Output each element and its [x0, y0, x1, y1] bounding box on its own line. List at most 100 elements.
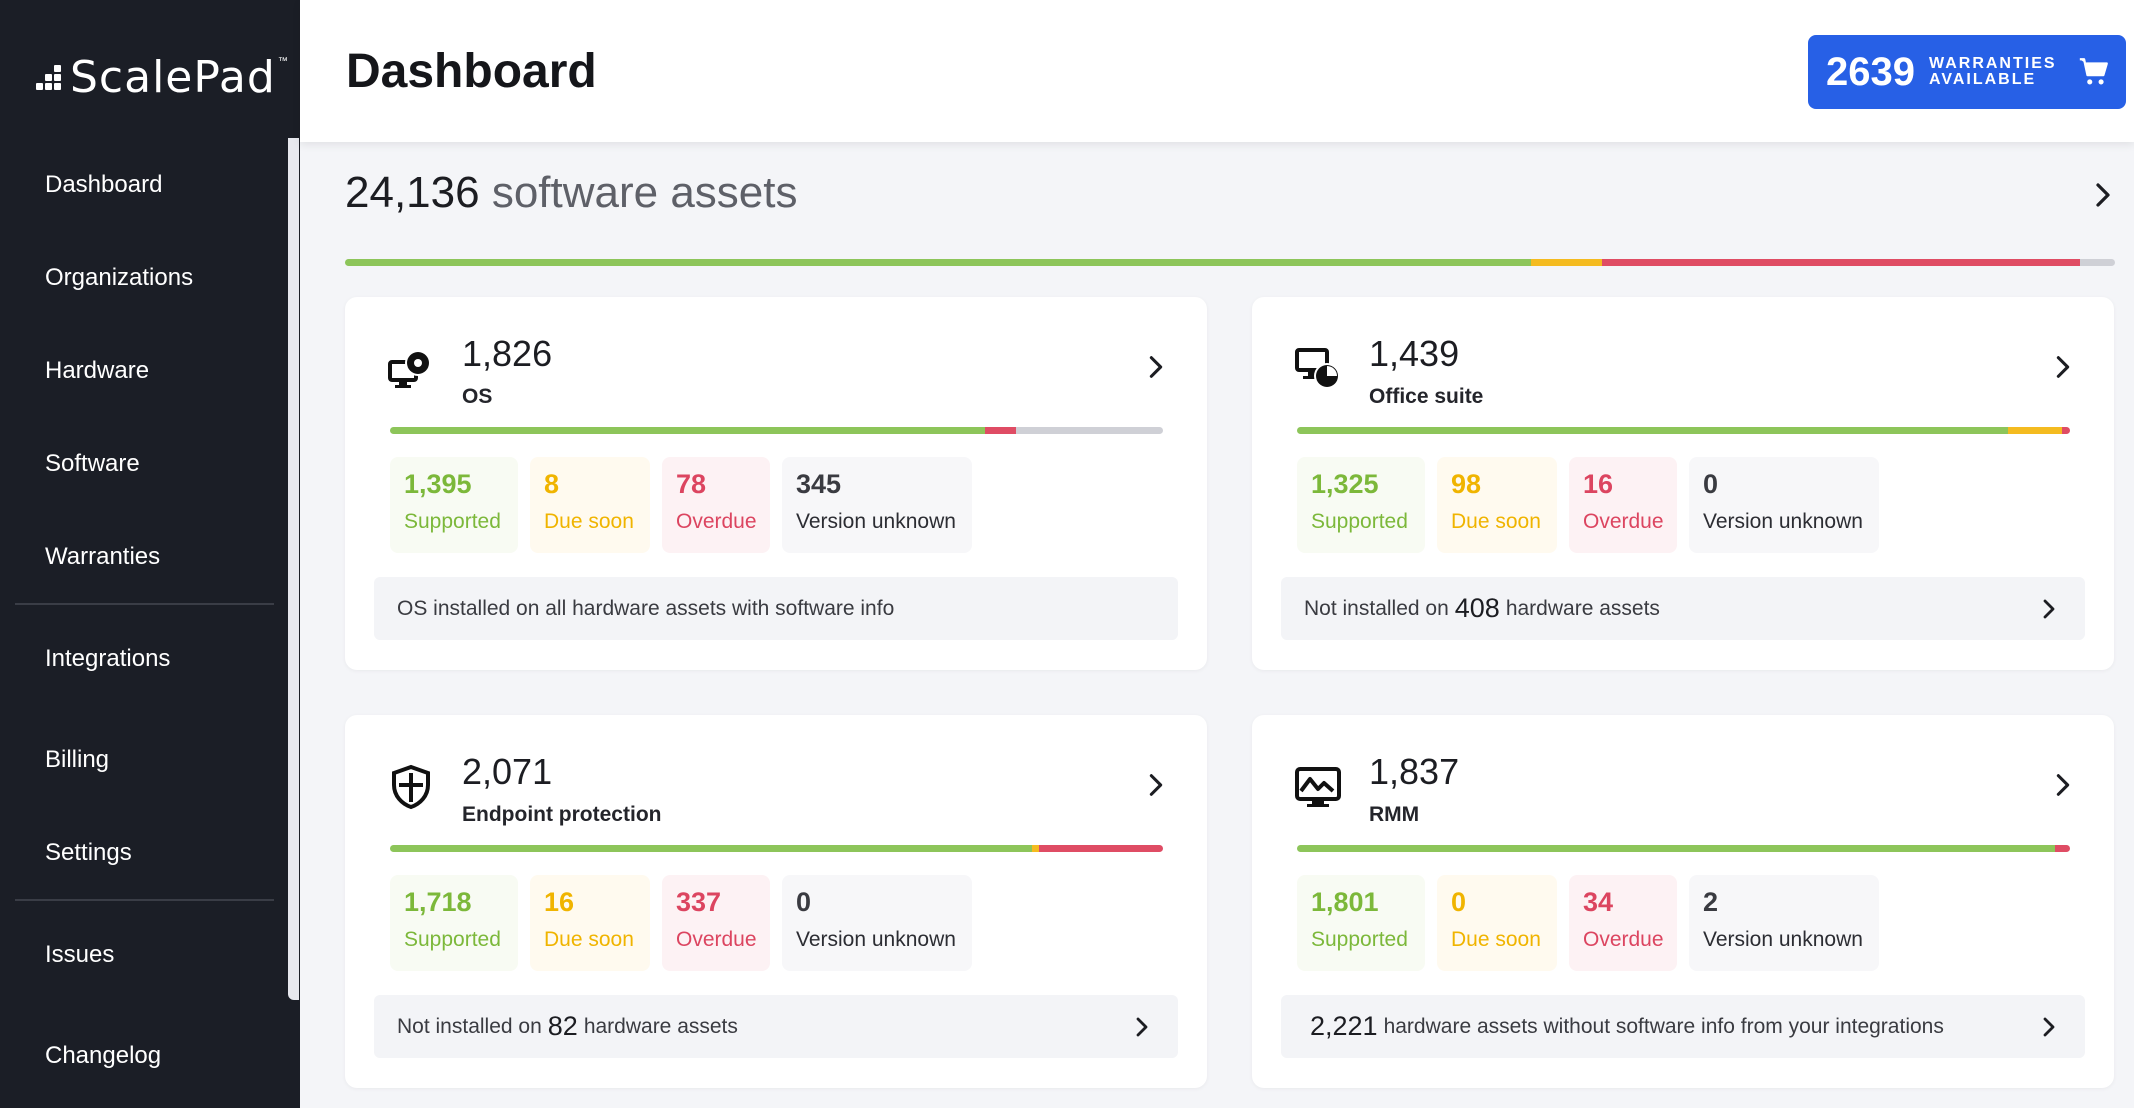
due-soon-count: 16	[544, 887, 575, 917]
sidebar-divider	[15, 603, 274, 605]
overdue-stat[interactable]: 16 Overdue	[1569, 457, 1677, 553]
sidebar-item-software[interactable]: Software	[0, 417, 300, 510]
chevron-right-icon	[1136, 1017, 1148, 1037]
version-unknown-label: Version unknown	[1703, 928, 1863, 951]
progress-segment-unknown	[2079, 259, 2115, 266]
version-unknown-count: 2	[1703, 887, 1719, 917]
version-unknown-count: 0	[796, 887, 812, 917]
due-soon-stat[interactable]: 8 Due soon	[530, 457, 650, 553]
software-assets-summary: 24,136 software assets	[345, 168, 798, 218]
card-footer[interactable]: Not installed on 408 hardware assets	[1281, 577, 2085, 640]
monitor-disc-icon	[387, 345, 435, 393]
card-footer[interactable]: 2,221 hardware assets without software in…	[1281, 995, 2085, 1058]
supported-stat[interactable]: 1,395 Supported	[390, 457, 518, 553]
progress-segment-overdue	[985, 427, 1017, 434]
sidebar-item-dashboard[interactable]: Dashboard	[0, 138, 300, 231]
card-footer: OS installed on all hardware assets with…	[374, 577, 1178, 640]
footer-text-suffix: hardware assets without software info fr…	[1383, 1014, 1944, 1038]
overdue-stat[interactable]: 78 Overdue	[662, 457, 770, 553]
rmm-card: 1,837 RMM 1,801 Supported 0 Due soon 34 Overdue…	[1252, 715, 2114, 1088]
overdue-label: Overdue	[1583, 510, 1664, 533]
footer-count: 82	[547, 1011, 578, 1041]
warranties-label: WARRANTIES AVAILABLE	[1929, 56, 2063, 88]
card-title: Endpoint protection	[462, 803, 662, 826]
overdue-label: Overdue	[676, 928, 757, 951]
sidebar-item-label: Issues	[45, 941, 115, 968]
overdue-count: 337	[676, 887, 722, 917]
supported-count: 1,718	[404, 887, 472, 917]
shield-icon	[387, 763, 435, 811]
version-unknown-stat[interactable]: 345 Version unknown	[782, 457, 972, 553]
warranties-available-button[interactable]: 2639 WARRANTIES AVAILABLE	[1808, 35, 2126, 109]
footer-text: Not installed on	[1304, 596, 1449, 620]
supported-stat[interactable]: 1,801 Supported	[1297, 875, 1425, 971]
card-stats: 1,801 Supported 0 Due soon 34 Overdue 2 Version…	[1297, 875, 1879, 971]
overdue-count: 78	[676, 469, 707, 499]
sidebar-divider	[15, 899, 274, 901]
scalepad-logo[interactable]: ScalePad ™	[36, 52, 288, 103]
sidebar-item-label: Warranties	[45, 542, 161, 570]
due-soon-label: Due soon	[1451, 928, 1541, 951]
overdue-stat[interactable]: 34 Overdue	[1569, 875, 1677, 971]
sidebar-item-issues[interactable]: Issues	[0, 901, 300, 1009]
sidebar-item-billing[interactable]: Billing	[0, 713, 300, 806]
monitor-pulse-icon	[1294, 763, 1342, 811]
sidebar-item-label: Software	[45, 449, 140, 477]
card-count: 2,071	[462, 751, 553, 792]
version-unknown-stat[interactable]: 2 Version unknown	[1689, 875, 1879, 971]
chevron-right-icon[interactable]	[2049, 353, 2077, 381]
footer-text-suffix: hardware assets	[583, 1014, 738, 1038]
overdue-count: 16	[1583, 469, 1614, 499]
sidebar-item-integrations[interactable]: Integrations	[0, 605, 300, 713]
page-header: Dashboard 2639 WARRANTIES AVAILABLE	[300, 0, 2134, 142]
sidebar-scrollbar[interactable]	[288, 138, 299, 1000]
version-unknown-label: Version unknown	[796, 928, 956, 951]
due-soon-stat[interactable]: 98 Due soon	[1437, 457, 1557, 553]
chevron-right-icon[interactable]	[2088, 180, 2118, 210]
logo-trademark: ™	[277, 56, 288, 67]
card-stats: 1,395 Supported 8 Due soon 78 Overdue 345 Versi…	[390, 457, 972, 553]
sidebar-item-settings[interactable]: Settings	[0, 806, 300, 899]
card-footer[interactable]: Not installed on 82 hardware assets	[374, 995, 1178, 1058]
chevron-right-icon[interactable]	[2049, 771, 2077, 799]
overdue-stat[interactable]: 337 Overdue	[662, 875, 770, 971]
card-progress-bar	[1297, 427, 2070, 434]
sidebar-item-label: Billing	[45, 745, 110, 773]
due-soon-label: Due soon	[544, 928, 634, 951]
card-title: RMM	[1369, 803, 1420, 826]
sidebar-item-hardware[interactable]: Hardware	[0, 324, 300, 417]
due-soon-count: 0	[1451, 887, 1467, 917]
chevron-right-icon[interactable]	[1142, 353, 1170, 381]
card-progress-bar	[1297, 845, 2070, 852]
logo-mark-icon	[36, 63, 66, 93]
version-unknown-stat[interactable]: 0 Version unknown	[782, 875, 972, 971]
overdue-count: 34	[1583, 887, 1614, 917]
due-soon-stat[interactable]: 16 Due soon	[530, 875, 650, 971]
due-soon-stat[interactable]: 0 Due soon	[1437, 875, 1557, 971]
progress-segment-overdue	[1601, 259, 2080, 266]
progress-segment-unknown	[1016, 427, 1163, 434]
monitor-pie-icon	[1294, 345, 1342, 393]
progress-segment-supported	[390, 845, 1032, 852]
sidebar-item-label: Settings	[45, 838, 132, 866]
sidebar-item-changelog[interactable]: Changelog	[0, 1009, 300, 1102]
sidebar: ScalePad ™ Dashboard Organizations Hardw…	[0, 0, 300, 1108]
sidebar-item-organizations[interactable]: Organizations	[0, 231, 300, 324]
supported-count: 1,395	[404, 469, 472, 499]
chevron-right-icon[interactable]	[1142, 771, 1170, 799]
endpoint-protection-card: 2,071 Endpoint protection 1,718 Supported 16…	[345, 715, 1207, 1088]
sidebar-nav: Dashboard Organizations Hardware Softwar…	[0, 138, 300, 1102]
supported-stat[interactable]: 1,325 Supported	[1297, 457, 1425, 553]
card-count: 1,439	[1369, 333, 1460, 374]
supported-stat[interactable]: 1,718 Supported	[390, 875, 518, 971]
due-soon-label: Due soon	[1451, 510, 1541, 533]
sidebar-item-warranties[interactable]: Warranties	[0, 510, 300, 603]
progress-segment-due-soon	[2008, 427, 2063, 434]
progress-segment-overdue	[2062, 427, 2070, 434]
version-unknown-count: 0	[1703, 469, 1719, 499]
card-progress-bar	[390, 427, 1163, 434]
supported-label: Supported	[404, 928, 501, 951]
version-unknown-stat[interactable]: 0 Version unknown	[1689, 457, 1879, 553]
sidebar-item-label: Hardware	[45, 356, 150, 384]
footer-text: Not installed on	[397, 1014, 542, 1038]
